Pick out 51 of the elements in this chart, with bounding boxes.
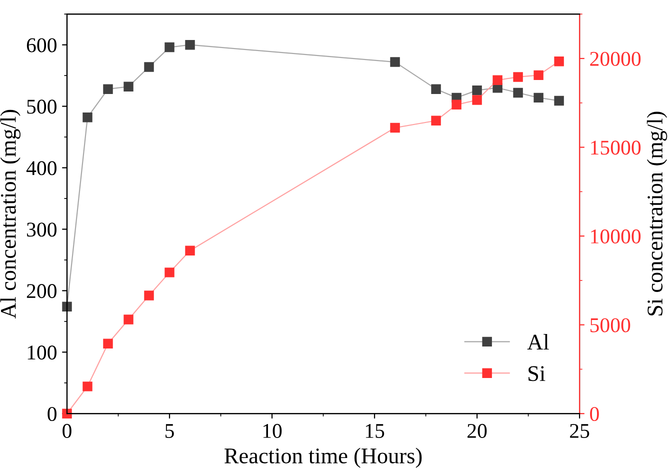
y-tick-label: 100 — [28, 346, 56, 360]
x-tick-label: 5 — [166, 424, 174, 438]
point — [431, 116, 441, 126]
y-tick-label: 500 — [27, 100, 56, 114]
y2-tick-label: 15000 — [591, 140, 641, 155]
point — [62, 302, 72, 312]
y-tick-label: 200 — [26, 284, 56, 298]
point — [185, 40, 195, 50]
point — [390, 57, 400, 67]
y-tick-label: 300 — [27, 222, 56, 237]
point — [124, 82, 134, 92]
x-tick-label: 0 — [62, 424, 72, 438]
y2-tick-label: 5000 — [590, 318, 630, 332]
point — [554, 56, 564, 66]
point — [431, 84, 441, 94]
point — [554, 96, 564, 106]
point — [124, 314, 134, 324]
x-tick-label: 10 — [263, 424, 282, 438]
x-tick-label: 20 — [468, 424, 487, 438]
y2-tick-label: 20000 — [590, 52, 641, 66]
legend-label: Al — [527, 334, 549, 350]
y2-tick-label: 10000 — [591, 229, 641, 244]
point — [390, 122, 400, 133]
point — [82, 112, 92, 122]
legend-label: Si — [528, 366, 546, 382]
y-tick-label: 400 — [26, 161, 56, 176]
point — [164, 268, 174, 278]
point — [452, 100, 462, 110]
point — [492, 75, 502, 86]
point — [82, 382, 92, 392]
point — [534, 92, 544, 103]
point — [513, 88, 523, 98]
point — [62, 408, 72, 418]
y2-tick-label: 0 — [590, 406, 599, 422]
point — [472, 95, 482, 105]
y2-axis-title: Si concentration (mg/l) — [646, 112, 668, 316]
point — [534, 70, 544, 80]
point — [103, 84, 113, 94]
point — [513, 72, 523, 82]
x-tick-label: 25 — [570, 424, 590, 438]
x-tick-label: 15 — [366, 424, 384, 438]
y-tick-label: 600 — [26, 38, 56, 52]
y-tick-label: 0 — [48, 406, 56, 422]
x-axis-title: Reaction time (Hours) — [224, 448, 422, 468]
point — [144, 290, 154, 300]
point — [144, 62, 154, 72]
point — [185, 246, 195, 256]
point — [164, 42, 174, 52]
point — [472, 85, 482, 96]
y-axis-title: Al concentration (mg/l) — [0, 110, 20, 319]
point — [103, 338, 113, 349]
